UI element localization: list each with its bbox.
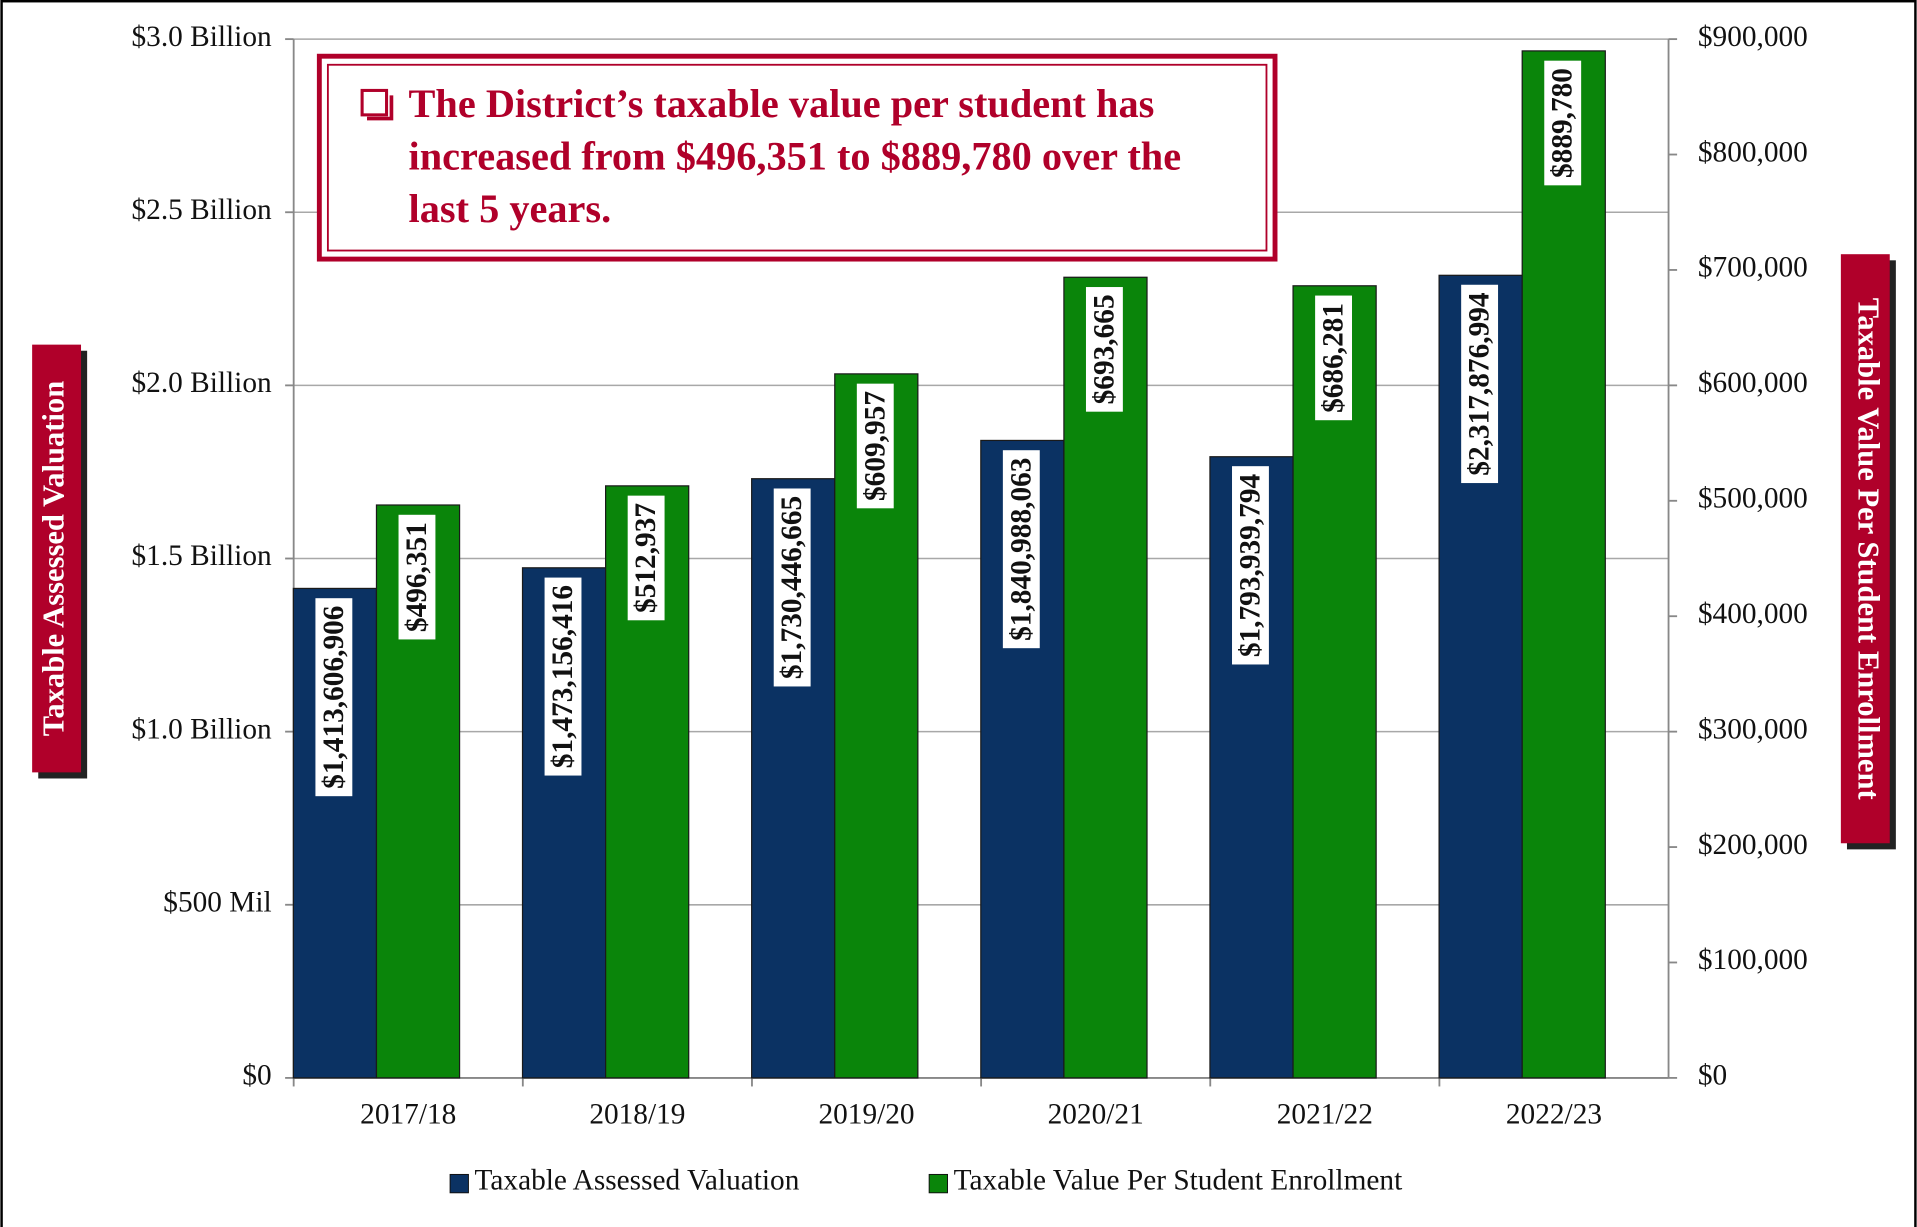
value-label: $889,780 bbox=[1544, 60, 1582, 186]
value-label-bg bbox=[1002, 450, 1040, 649]
value-label-text: $496,351 bbox=[401, 522, 433, 632]
x-tick-label: 2022/23 bbox=[1506, 1099, 1602, 1131]
value-label-text: $1,730,446,665 bbox=[776, 496, 808, 679]
y-tick-label: $2.0 Billion bbox=[132, 367, 272, 399]
labels: 2017/18 $1,413,606,906 $496,351 2018/19 $1,4… bbox=[315, 60, 1602, 1131]
value-label: $496,351 bbox=[398, 514, 436, 640]
y-tick-label: $1.0 Billion bbox=[132, 713, 272, 745]
x-tick-label: 2021/22 bbox=[1277, 1099, 1373, 1131]
value-label: $1,793,939,794 bbox=[1232, 466, 1269, 665]
legend: Taxable Assessed Valuation Taxable Value … bbox=[449, 1165, 1403, 1197]
value-label-text: $693,665 bbox=[1088, 294, 1120, 404]
value-label: $1,730,446,665 bbox=[773, 488, 811, 687]
annotation-text: The District’s taxable value per student… bbox=[409, 81, 1182, 231]
value-label: $1,413,606,906 bbox=[315, 598, 353, 797]
value-label-bg bbox=[1544, 60, 1582, 186]
y2-tick-label: $700,000 bbox=[1698, 252, 1808, 284]
value-label-text: $1,793,939,794 bbox=[1234, 474, 1266, 658]
value-label-bg bbox=[315, 598, 353, 797]
annotation-line: The District’s taxable value per student… bbox=[409, 81, 1155, 126]
annotation-line: increased from $496,351 to $889,780 over… bbox=[409, 133, 1182, 178]
bullet bbox=[360, 88, 389, 117]
y2-tick-label: $100,000 bbox=[1698, 944, 1808, 976]
x-tick-label: 2017/18 bbox=[360, 1099, 456, 1131]
y2-tick-label: $0 bbox=[1698, 1060, 1727, 1092]
value-label-bg bbox=[1085, 287, 1123, 412]
y2-tick-label: $600,000 bbox=[1698, 367, 1808, 399]
y-tick-label: $500 Mil bbox=[163, 887, 271, 919]
value-label-bg bbox=[1315, 295, 1353, 421]
y2-tick-label: $900,000 bbox=[1698, 21, 1808, 53]
value-label-bg bbox=[544, 577, 582, 776]
bullet-shadow bbox=[366, 95, 394, 121]
value-label-text: $686,281 bbox=[1318, 303, 1350, 413]
value-label: $693,665 bbox=[1085, 287, 1123, 412]
y-tick-label: $3.0 Billion bbox=[132, 21, 272, 53]
x-tick-label: 2020/21 bbox=[1048, 1099, 1144, 1131]
value-label-bg bbox=[1461, 284, 1499, 484]
y2-axis-title: Taxable Value Per Student Enrollment bbox=[1840, 254, 1896, 850]
y-axis-title: Taxable Assessed Valuation bbox=[32, 344, 88, 779]
value-label: $1,840,988,063 bbox=[1002, 450, 1040, 649]
value-label: $1,473,156,416 bbox=[544, 577, 582, 776]
value-label-text: $1,473,156,416 bbox=[547, 585, 579, 768]
title-box bbox=[32, 344, 82, 773]
value-label-bg bbox=[627, 495, 665, 621]
value-label-text: $889,780 bbox=[1547, 68, 1579, 178]
y2-tick-label: $300,000 bbox=[1698, 713, 1808, 745]
y2-tick-label: $400,000 bbox=[1698, 598, 1808, 630]
value-label-bg bbox=[398, 514, 436, 640]
value-label-bg bbox=[856, 383, 894, 509]
y2-tick-label: $200,000 bbox=[1698, 829, 1808, 861]
legend-label: Taxable Value Per Student Enrollment bbox=[954, 1165, 1403, 1197]
y-tick-label: $0 bbox=[242, 1060, 271, 1092]
value-label: $686,281 bbox=[1315, 295, 1353, 421]
value-label-bg bbox=[1232, 466, 1269, 665]
annotation-inner bbox=[326, 63, 1268, 252]
y-tick-label: $1.5 Billion bbox=[132, 540, 272, 572]
value-label-text: $2,317,876,994 bbox=[1464, 292, 1496, 476]
value-label: $512,937 bbox=[627, 495, 665, 621]
value-label: $609,957 bbox=[856, 383, 894, 509]
y2-tick-label: $800,000 bbox=[1698, 136, 1808, 168]
legend-swatch bbox=[928, 1173, 948, 1194]
legend-label: Taxable Assessed Valuation bbox=[475, 1165, 800, 1197]
value-label-text: $609,957 bbox=[859, 391, 891, 501]
value-label: $2,317,876,994 bbox=[1461, 284, 1499, 484]
title-box bbox=[1840, 254, 1890, 844]
annotation-line: last 5 years. bbox=[409, 186, 612, 231]
x-tick-label: 2019/20 bbox=[818, 1099, 914, 1131]
value-label-text: $1,413,606,906 bbox=[318, 606, 350, 789]
y2-tick-label: $500,000 bbox=[1698, 483, 1808, 515]
legend-swatch bbox=[449, 1173, 469, 1194]
bar bbox=[1521, 50, 1606, 1079]
value-label-bg bbox=[773, 488, 811, 687]
annotation-box: The District’s taxable value per student… bbox=[316, 53, 1278, 262]
y-axis-label: Taxable Assessed Valuation bbox=[37, 381, 71, 736]
value-label-text: $512,937 bbox=[630, 503, 662, 613]
value-label-text: $1,840,988,063 bbox=[1005, 458, 1037, 641]
x-tick-label: 2018/19 bbox=[589, 1099, 685, 1131]
y-tick-label: $2.5 Billion bbox=[132, 194, 272, 226]
annotation-outer bbox=[316, 53, 1278, 262]
y2-axis-label: Taxable Value Per Student Enrollment bbox=[1851, 298, 1885, 801]
